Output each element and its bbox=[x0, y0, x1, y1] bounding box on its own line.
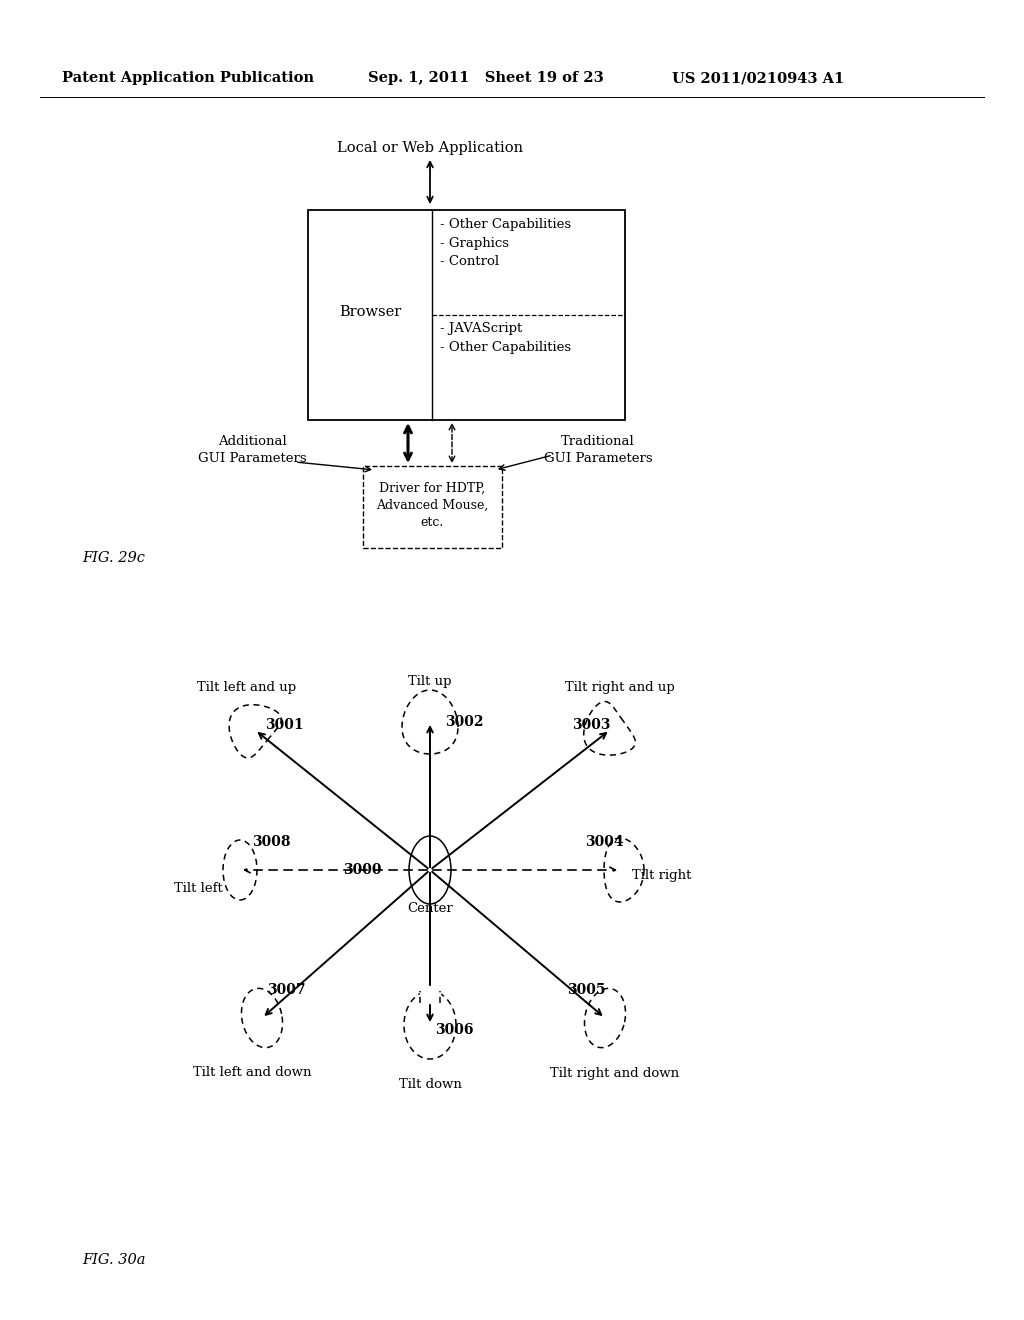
Text: Additional
GUI Parameters: Additional GUI Parameters bbox=[198, 436, 306, 465]
Ellipse shape bbox=[409, 836, 451, 904]
Text: 3008: 3008 bbox=[252, 836, 291, 849]
Text: Tilt right and down: Tilt right and down bbox=[551, 1067, 680, 1080]
Text: Browser: Browser bbox=[339, 305, 401, 319]
Bar bbox=[420, 986, 440, 1003]
Text: - Other Capabilities
- Graphics
- Control: - Other Capabilities - Graphics - Contro… bbox=[440, 218, 571, 268]
Text: 3004: 3004 bbox=[585, 836, 624, 849]
Text: - JAVAScript
- Other Capabilities: - JAVAScript - Other Capabilities bbox=[440, 322, 571, 354]
Text: Center: Center bbox=[408, 902, 453, 915]
Text: 3002: 3002 bbox=[445, 715, 483, 729]
Bar bbox=[362, 466, 502, 548]
Text: 3003: 3003 bbox=[572, 718, 610, 733]
Text: 3005: 3005 bbox=[567, 983, 605, 997]
Text: Tilt left and down: Tilt left and down bbox=[193, 1067, 311, 1080]
Text: US 2011/0210943 A1: US 2011/0210943 A1 bbox=[672, 71, 844, 84]
Text: 3007: 3007 bbox=[267, 983, 305, 997]
Text: FIG. 30a: FIG. 30a bbox=[82, 1253, 145, 1267]
Text: Tilt down: Tilt down bbox=[398, 1078, 462, 1092]
Ellipse shape bbox=[223, 840, 257, 900]
Text: Local or Web Application: Local or Web Application bbox=[337, 141, 523, 154]
Text: Tilt left: Tilt left bbox=[174, 882, 222, 895]
Bar bbox=[308, 210, 625, 420]
Text: FIG. 29c: FIG. 29c bbox=[82, 550, 145, 565]
Text: Tilt right and up: Tilt right and up bbox=[565, 681, 675, 694]
Text: Tilt left and up: Tilt left and up bbox=[198, 681, 297, 694]
Text: 3006: 3006 bbox=[435, 1023, 473, 1038]
Text: Tilt right: Tilt right bbox=[632, 869, 691, 882]
Text: Patent Application Publication: Patent Application Publication bbox=[62, 71, 314, 84]
Text: Traditional
GUI Parameters: Traditional GUI Parameters bbox=[544, 436, 652, 465]
Text: 3000: 3000 bbox=[343, 863, 382, 876]
Text: Driver for HDTP,
Advanced Mouse,
etc.: Driver for HDTP, Advanced Mouse, etc. bbox=[376, 482, 488, 528]
Text: Tilt up: Tilt up bbox=[409, 676, 452, 689]
Text: Sep. 1, 2011   Sheet 19 of 23: Sep. 1, 2011 Sheet 19 of 23 bbox=[368, 71, 604, 84]
Text: 3001: 3001 bbox=[265, 718, 304, 733]
